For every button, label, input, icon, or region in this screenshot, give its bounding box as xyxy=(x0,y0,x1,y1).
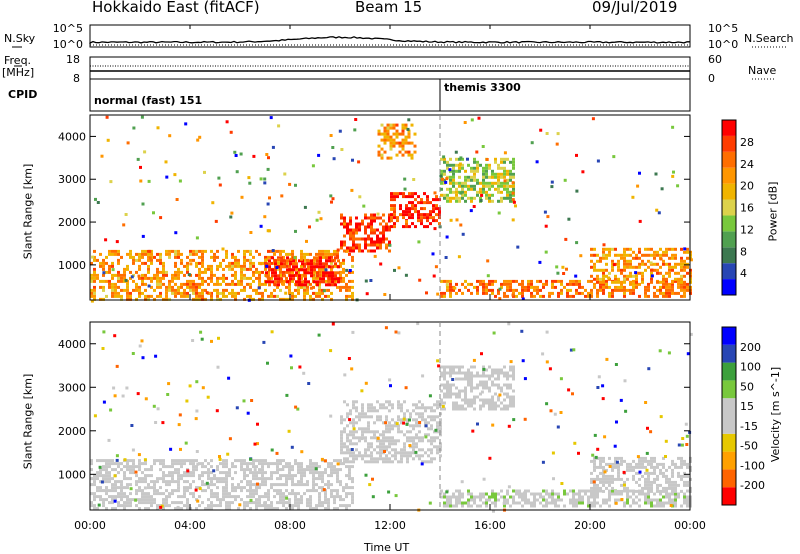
cpid-mode-2: themis 3300 xyxy=(444,81,521,94)
xtick-label-6: 00:00 xyxy=(674,519,706,532)
ytick-label-0-1: 3000 xyxy=(58,173,86,186)
colorbar-frame-1 xyxy=(721,326,737,506)
colorbar-tick-0-1: 24 xyxy=(740,158,754,171)
heatmap-region-0-4 xyxy=(440,157,515,203)
freq-unit: [MHz] xyxy=(2,66,35,79)
colorbar-tick-0-2: 20 xyxy=(740,180,754,193)
colorbar-swatch-0-6 xyxy=(722,183,736,200)
colorbar-tick-1-1: 100 xyxy=(740,361,761,374)
heatmap-speckles-0 xyxy=(90,115,693,303)
colorbar-swatch-1-1 xyxy=(722,469,736,488)
colorbar-swatch-0-2 xyxy=(722,247,736,264)
heatmap-region-0-6 xyxy=(590,247,692,284)
nsky-tick-top: 10^5 xyxy=(52,22,83,35)
colorbar-tick-0-4: 12 xyxy=(740,223,754,236)
colorbar-swatch-1-0 xyxy=(722,487,736,505)
nsky-label: N.Sky xyxy=(4,32,36,45)
heatmap-region-1-1 xyxy=(340,400,442,464)
ytick-label-0-3: 1000 xyxy=(58,259,86,272)
freq-label: Freq. xyxy=(4,54,32,67)
nave-tick-bottom: 0 xyxy=(708,72,715,85)
station-title: Hokkaido East (fitACF) xyxy=(92,0,260,16)
colorbar-tick-0-5: 8 xyxy=(740,245,747,258)
colorbar-frame-0 xyxy=(721,119,737,296)
nave-label: Nave xyxy=(748,64,777,77)
heatmap-region-1-2 xyxy=(440,365,515,411)
colorbar-tick-1-7: -200 xyxy=(740,479,765,492)
colorbar-swatch-1-2 xyxy=(722,451,736,470)
heatmap-region-0-3 xyxy=(390,192,441,229)
freq-tick-top: 18 xyxy=(66,53,80,66)
colorbar-swatch-0-0 xyxy=(722,279,736,295)
xtick-label-1: 04:00 xyxy=(174,519,206,532)
nave-tick-top: 60 xyxy=(708,53,722,66)
cpid-mode-1: normal (fast) 151 xyxy=(94,94,203,107)
cpid-panel xyxy=(89,78,691,112)
nsky-series xyxy=(89,36,690,44)
nsearch-label: N.Search xyxy=(744,32,794,45)
colorbar-swatch-0-9 xyxy=(722,135,736,152)
ytick-label-1-2: 2000 xyxy=(58,425,86,438)
colorbar-swatch-1-9 xyxy=(722,327,736,345)
heatmap-region-0-1 xyxy=(265,256,340,287)
x-axis-label: Time UT xyxy=(364,541,410,554)
xtick-label-0: 00:00 xyxy=(74,519,106,532)
date-title: 09/Jul/2019 xyxy=(592,0,678,16)
colorbar-swatch-0-10 xyxy=(722,120,736,136)
colorbar-tick-0-3: 16 xyxy=(740,202,754,215)
colorbar-swatch-0-3 xyxy=(722,231,736,248)
cpid-label: CPID xyxy=(8,88,38,101)
colorbar-swatch-1-6 xyxy=(722,380,736,399)
colorbar-tick-1-6: -100 xyxy=(740,459,765,472)
colorbar-swatch-1-3 xyxy=(722,433,736,452)
freq-tick-bottom: 8 xyxy=(73,72,80,85)
colorbar-tick-1-4: -15 xyxy=(740,420,758,433)
heatmap-speckles-1 xyxy=(93,322,693,513)
heatmap-region-1-4 xyxy=(590,456,692,493)
heatmap-region-0-2 xyxy=(340,213,391,253)
nsearch-tick-bottom: 10^0 xyxy=(708,38,739,51)
colorbar-swatch-0-7 xyxy=(722,167,736,184)
colorbar-swatch-1-4 xyxy=(722,416,736,434)
ytick-label-1-3: 1000 xyxy=(58,468,86,481)
freq-panel xyxy=(89,56,691,80)
beam-title: Beam 15 xyxy=(355,0,423,16)
colorbar-swatch-1-7 xyxy=(722,362,736,381)
heatmap-region-0-7 xyxy=(377,123,417,160)
nsearch-tick-top: 10^5 xyxy=(708,22,739,35)
heatmap-region-1-3 xyxy=(440,489,692,508)
ytick-label-1-1: 3000 xyxy=(58,381,86,394)
colorbar-swatch-0-1 xyxy=(722,263,736,280)
heatmap-region-1-0 xyxy=(90,459,354,511)
colorbar-tick-1-0: 200 xyxy=(740,341,761,354)
heatmap-region-0-5 xyxy=(440,279,692,298)
colorbar-tick-1-2: 50 xyxy=(740,380,754,393)
colorbar-tick-1-3: 15 xyxy=(740,400,754,413)
colorbar-tick-1-5: -50 xyxy=(740,440,758,453)
colorbar-swatch-0-8 xyxy=(722,151,736,168)
nsky-tick-bottom: 10^0 xyxy=(52,38,83,51)
xtick-label-5: 20:00 xyxy=(574,519,606,532)
ytick-label-0-0: 4000 xyxy=(58,130,86,143)
colorbar-swatch-0-5 xyxy=(722,199,736,216)
colorbar-swatch-1-8 xyxy=(722,344,736,363)
ytick-label-1-0: 4000 xyxy=(58,338,86,351)
colorbar-swatch-0-4 xyxy=(722,215,736,232)
xtick-label-2: 08:00 xyxy=(274,519,306,532)
xtick-label-4: 16:00 xyxy=(474,519,506,532)
colorbar-tick-0-6: 4 xyxy=(740,267,747,280)
xtick-label-3: 12:00 xyxy=(374,519,406,532)
colorbar-swatch-1-5 xyxy=(722,398,736,416)
colorbar-tick-0-0: 28 xyxy=(740,136,754,149)
ytick-label-0-2: 2000 xyxy=(58,216,86,229)
